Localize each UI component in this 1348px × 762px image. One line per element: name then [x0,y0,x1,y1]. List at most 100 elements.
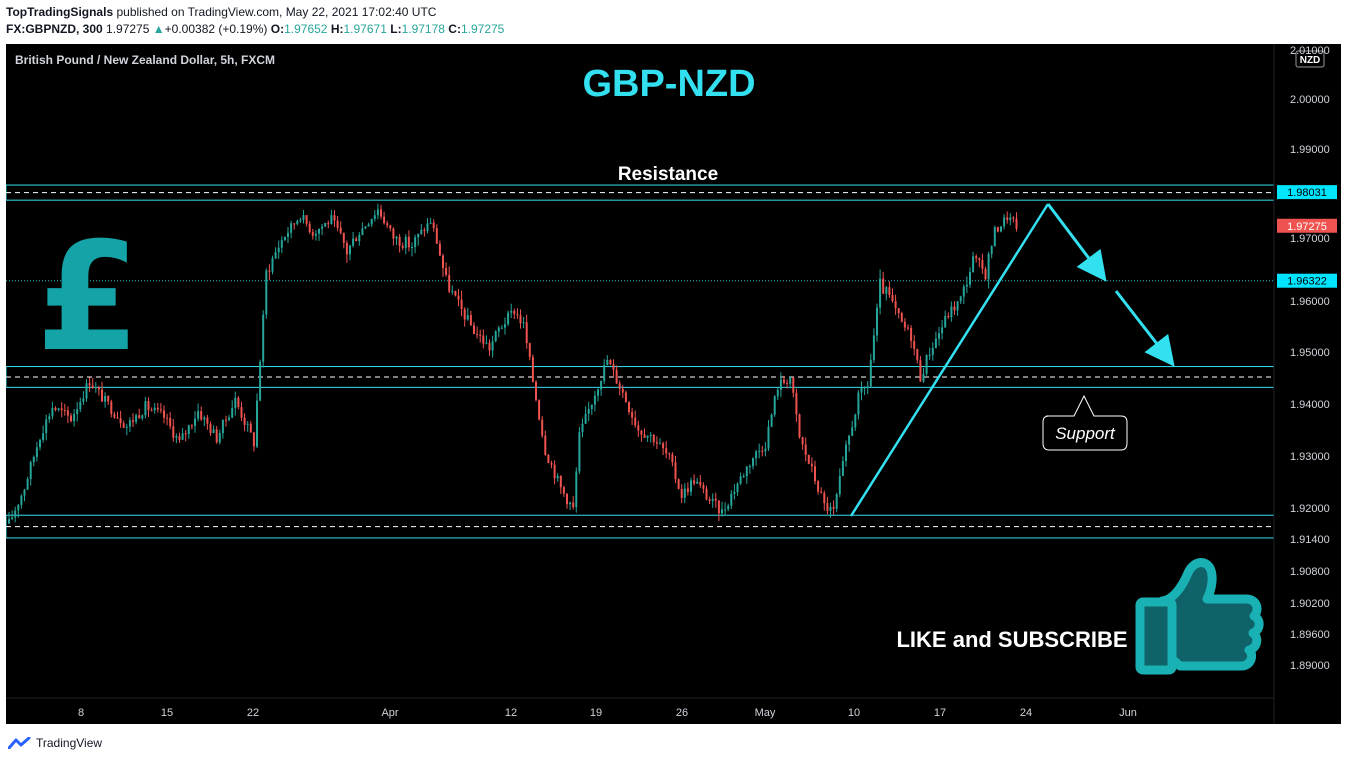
candle-body [380,209,382,217]
candle-body [516,314,519,316]
candle-body [290,223,293,233]
candle-body [336,220,339,228]
candle-body [311,232,314,236]
publisher-name[interactable]: TopTradingSignals [6,5,114,19]
candle [500,325,503,330]
candle-body [981,259,984,269]
resistance-price-tag: 1.98031 [1287,187,1327,199]
candle [947,312,950,319]
candle-body [26,479,29,490]
candle [116,411,119,419]
candle [944,310,947,329]
price-tick-label: 1.91400 [1290,534,1330,546]
candle-body [959,296,962,302]
candle-body [60,408,63,411]
candle [711,493,714,508]
candle-body [228,417,231,420]
candle [683,483,686,503]
candle [693,474,696,486]
price-tags: 1.98031 1.97275 1.96322 [1277,185,1337,288]
candle [184,430,187,442]
candle-body [426,223,429,231]
time-tick-label: 19 [590,707,602,719]
candle [426,217,429,234]
candle-body [975,256,978,259]
price-tick-label: 1.94000 [1290,399,1330,411]
candle-body [423,229,426,231]
candle [373,210,376,222]
candle [212,425,215,434]
candle-body [987,253,990,280]
candle [190,424,193,430]
candle-body [928,354,931,356]
candle-body [407,236,410,248]
candle [550,460,553,469]
down-arrow-2 [1114,290,1175,367]
candle-body [677,479,680,489]
candle-body [373,215,376,219]
candle-body [702,485,705,489]
candle [420,223,423,236]
candle-body [330,215,333,224]
candle [389,224,392,232]
candle-body [163,410,165,418]
candle [696,478,699,484]
candle [442,253,444,277]
candle [249,420,252,433]
candle [491,335,494,358]
candle [39,438,41,451]
candle [593,390,596,412]
candle [538,399,541,421]
candle-body [153,407,156,411]
candle-body [454,291,457,296]
candle [482,329,485,349]
tradingview-footer[interactable]: TradingView [8,736,102,750]
candle [699,474,702,488]
close-value: 1.97275 [460,22,505,36]
support-callout[interactable]: Support [1042,394,1128,451]
candle-body [203,417,206,420]
candle-body [891,295,894,302]
candle-body [907,327,909,329]
candle-body [835,494,838,509]
candle [544,430,547,456]
candle [488,339,491,356]
candle [941,319,944,340]
candlestick-chart[interactable]: £ British Pound / New Zealand Dollar, 5h… [6,44,1341,724]
candle [318,228,320,241]
candle-body [206,417,209,424]
open-value: 1.97652 [284,22,328,36]
candle [407,230,410,252]
candle [451,285,454,295]
candle-body [57,408,60,410]
candle [194,411,196,433]
candle-body [305,215,308,224]
candle [94,382,97,393]
tradingview-brand: TradingView [36,736,103,750]
candle [959,295,962,304]
chart-area[interactable]: £ British Pound / New Zealand Dollar, 5h… [6,44,1341,724]
candle [764,442,767,457]
candle [438,240,441,256]
candle-body [848,435,851,445]
level-price-tag-bg [1277,273,1337,288]
pound-icon: £ [36,211,140,385]
candle-body [169,417,172,427]
candle-body [531,357,534,382]
candle [531,354,534,383]
candle-body [231,407,234,418]
candle-body [159,409,162,411]
candle-body [389,225,392,229]
candle-body [730,493,733,506]
candle-body [996,227,999,232]
candle-body [259,361,262,401]
candle-body [659,443,661,445]
candle [150,407,153,412]
candle [252,431,255,452]
price-tick-label: 1.96000 [1290,296,1330,308]
candle [761,445,764,457]
candle-body [851,427,854,436]
candle-body [178,436,181,440]
candle [562,485,565,498]
candle-body [690,480,692,492]
